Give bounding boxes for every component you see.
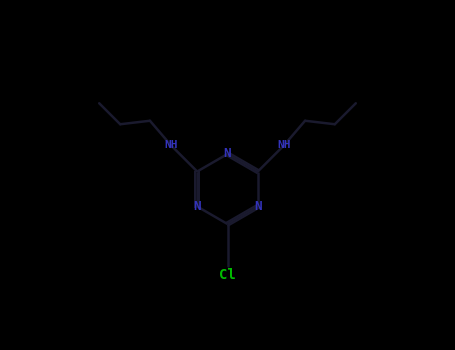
Text: N: N [193,200,201,213]
Text: Cl: Cl [219,268,236,282]
Text: N: N [254,200,262,213]
Text: NH: NH [277,140,291,150]
Text: N: N [224,147,231,161]
Text: NH: NH [164,140,178,150]
